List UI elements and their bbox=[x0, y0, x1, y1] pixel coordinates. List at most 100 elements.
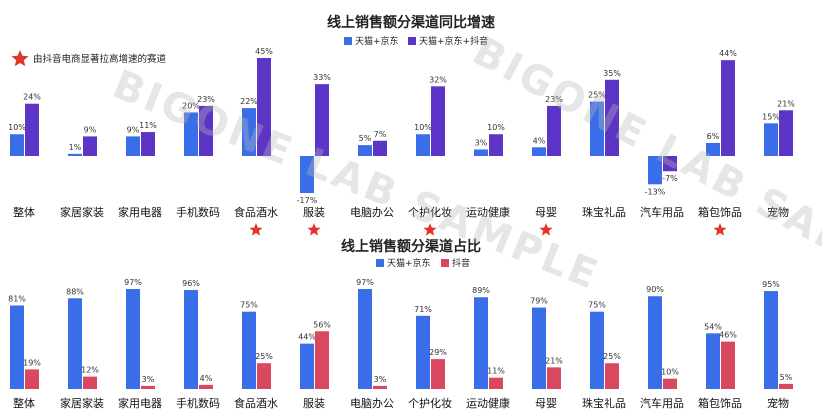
share-bar-office-s2 bbox=[373, 385, 387, 389]
share-bar-auto-s1 bbox=[648, 296, 662, 389]
growth-bar-bags-s2 bbox=[721, 60, 735, 156]
growth-bar-office-s1 bbox=[358, 145, 372, 156]
share-value-label: 75% bbox=[588, 301, 606, 310]
chart1-legend-swatch-blue bbox=[344, 37, 352, 45]
growth-bar-food-s2 bbox=[257, 58, 271, 156]
share-category-label: 服装 bbox=[303, 397, 325, 410]
growth-value-label: 10% bbox=[487, 123, 505, 132]
share-value-label: 96% bbox=[182, 279, 200, 288]
growth-value-label: 3% bbox=[475, 138, 488, 147]
growth-category-label: 服装 bbox=[303, 206, 325, 219]
share-bar-jewelry-s2 bbox=[605, 363, 619, 389]
growth-value-label: 4% bbox=[533, 136, 546, 145]
growth-category-label: 手机数码 bbox=[176, 205, 220, 219]
share-bar-all-s2 bbox=[25, 369, 39, 389]
growth-value-label: 35% bbox=[603, 69, 621, 78]
share-value-label: 5% bbox=[780, 373, 793, 382]
growth-value-label: 24% bbox=[23, 93, 41, 102]
share-category-label: 汽车用品 bbox=[640, 396, 684, 410]
growth-bar-jewelry-s2 bbox=[605, 79, 619, 156]
growth-category-label: 家居家装 bbox=[60, 205, 104, 219]
share-value-label: 4% bbox=[200, 374, 213, 383]
share-bar-baby-s2 bbox=[547, 367, 561, 389]
growth-value-label: 11% bbox=[139, 121, 157, 130]
growth-bar-home-s1 bbox=[68, 153, 82, 156]
share-value-label: 54% bbox=[704, 322, 722, 331]
share-value-label: 46% bbox=[719, 331, 737, 340]
growth-category-label: 汽车用品 bbox=[640, 205, 684, 219]
growth-value-label: -7% bbox=[662, 174, 678, 183]
chart2-legend-swatch-blue bbox=[376, 259, 384, 267]
growth-value-label: 23% bbox=[197, 95, 215, 104]
chart2-title: 线上销售额分渠道占比 bbox=[341, 238, 481, 255]
share-category-label: 食品酒水 bbox=[234, 396, 278, 410]
share-bar-bags-s1 bbox=[706, 333, 720, 389]
growth-category-label: 食品酒水 bbox=[234, 205, 278, 219]
share-bar-home-s1 bbox=[68, 298, 82, 389]
growth-bar-food-s1 bbox=[242, 108, 256, 156]
share-value-label: 88% bbox=[66, 287, 84, 296]
chart1-title: 线上销售额分渠道同比增速 bbox=[327, 14, 495, 31]
growth-value-label: -17% bbox=[297, 196, 318, 205]
growth-bar-digital-s2 bbox=[199, 105, 213, 156]
growth-value-label: 15% bbox=[762, 112, 780, 121]
share-bar-beauty-s2 bbox=[431, 359, 445, 389]
growth-value-label: 32% bbox=[429, 75, 447, 84]
share-value-label: 29% bbox=[429, 348, 447, 357]
share-value-label: 19% bbox=[23, 358, 41, 367]
star-icon bbox=[423, 223, 437, 236]
star-icon bbox=[539, 223, 553, 236]
share-bar-digital-s2 bbox=[199, 384, 213, 389]
share-bar-office-s1 bbox=[358, 289, 372, 389]
growth-bar-beauty-s2 bbox=[431, 86, 445, 156]
share-category-label: 家居家装 bbox=[60, 396, 104, 410]
growth-bar-home-s2 bbox=[83, 136, 97, 156]
share-category-label: 箱包饰品 bbox=[698, 396, 742, 410]
share-category-label: 整体 bbox=[13, 396, 35, 410]
share-value-label: 79% bbox=[530, 297, 548, 306]
growth-value-label: 9% bbox=[84, 125, 97, 134]
share-value-label: 3% bbox=[142, 375, 155, 384]
share-value-label: 25% bbox=[255, 352, 273, 361]
share-value-label: 12% bbox=[81, 366, 99, 375]
growth-category-label: 珠宝礼品 bbox=[582, 205, 626, 219]
growth-bar-appliance-s1 bbox=[126, 136, 140, 156]
growth-category-label: 宠物 bbox=[767, 205, 789, 219]
share-value-label: 21% bbox=[545, 356, 563, 365]
growth-bar-beauty-s1 bbox=[416, 134, 430, 156]
share-value-label: 97% bbox=[356, 278, 374, 287]
growth-bar-office-s2 bbox=[373, 140, 387, 156]
growth-bar-apparel-s1 bbox=[300, 156, 314, 194]
share-category-label: 个护化妆 bbox=[408, 396, 452, 410]
growth-value-label: 10% bbox=[8, 123, 26, 132]
growth-bar-digital-s1 bbox=[184, 112, 198, 156]
growth-value-label: 23% bbox=[545, 95, 563, 104]
starred-note: 由抖音电商显著拉高增速的赛道 bbox=[11, 50, 167, 67]
star-icon bbox=[307, 223, 321, 236]
share-bar-baby-s1 bbox=[532, 307, 546, 389]
chart1-legend-label-series2: 天猫+京东+抖音 bbox=[419, 35, 488, 47]
growth-bar-all-s1 bbox=[10, 134, 24, 156]
share-bar-home-s2 bbox=[83, 376, 97, 389]
growth-value-label: 9% bbox=[127, 125, 140, 134]
share-value-label: 25% bbox=[603, 352, 621, 361]
share-bar-appliance-s2 bbox=[141, 385, 155, 389]
growth-bar-auto-s1 bbox=[648, 156, 662, 185]
growth-bar-auto-s2 bbox=[663, 156, 677, 172]
growth-bar-pet-s2 bbox=[779, 110, 793, 156]
share-category-label: 运动健康 bbox=[466, 396, 510, 410]
share-value-label: 3% bbox=[374, 375, 387, 384]
chart2-legend-swatch-red bbox=[441, 259, 449, 267]
growth-value-label: 22% bbox=[240, 97, 258, 106]
share-bar-pet-s1 bbox=[764, 291, 778, 389]
share-bar-pet-s2 bbox=[779, 383, 793, 389]
chart2-legend-label-series1: 天猫+京东 bbox=[387, 257, 431, 269]
share-bar-appliance-s1 bbox=[126, 289, 140, 389]
share-bar-all-s1 bbox=[10, 305, 24, 389]
growth-value-label: 33% bbox=[313, 73, 331, 82]
share-category-label: 珠宝礼品 bbox=[582, 396, 626, 410]
growth-value-label: 20% bbox=[182, 101, 200, 110]
growth-category-label: 运动健康 bbox=[466, 205, 510, 219]
growth-category-label: 电脑办公 bbox=[350, 206, 394, 219]
